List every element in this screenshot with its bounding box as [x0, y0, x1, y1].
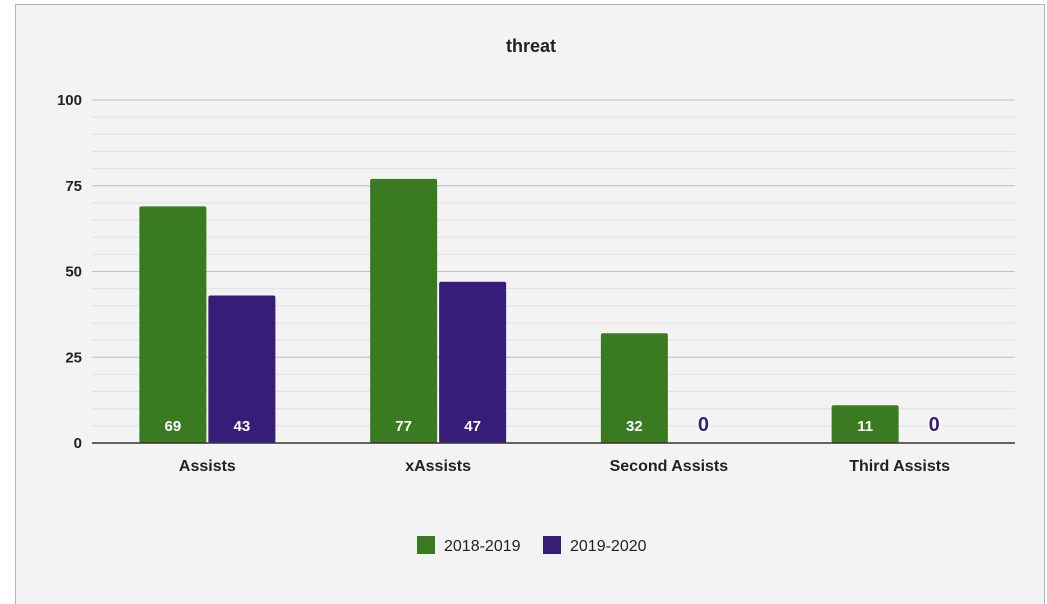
bar-data-label: 0: [698, 414, 709, 436]
bars: 69 43 77 47 32 0 11 0: [139, 178, 941, 443]
bar-data-label: 77: [395, 418, 412, 435]
legend-label: 2018-2019: [444, 538, 521, 555]
bar-data-label: 69: [165, 418, 182, 435]
bar: [208, 295, 276, 443]
x-tick-label: xAssists: [405, 458, 471, 475]
legend: 2018-2019 2019-2020: [417, 536, 647, 555]
y-axis: 0 25 50 75 100: [57, 92, 82, 452]
y-tick-label: 50: [65, 264, 82, 281]
y-tick-label: 25: [65, 349, 82, 366]
bar-data-label: 47: [464, 418, 481, 435]
x-tick-label: Assists: [179, 458, 236, 475]
x-tick-label: Second Assists: [610, 458, 729, 475]
chart-title: threat: [506, 36, 556, 56]
x-tick-label: Third Assists: [849, 458, 950, 475]
bar-data-label: 11: [857, 418, 873, 435]
y-tick-label: 100: [57, 92, 82, 109]
bar: [370, 178, 438, 443]
bar: [831, 405, 899, 443]
bar: [600, 333, 668, 443]
bar: [139, 206, 207, 443]
x-axis: Assists xAssists Second Assists Third Assis…: [92, 442, 1015, 475]
bar-data-label: 0: [929, 414, 940, 436]
bar-chart: threat 0 25 50 75 100 69 43 77 47 32 0 11 0 Assists…: [57, 36, 1015, 555]
bar-data-label: 32: [626, 418, 643, 435]
legend-label: 2019-2020: [570, 538, 647, 555]
legend-swatch: [417, 536, 435, 554]
y-tick-label: 0: [74, 435, 82, 452]
bar-data-label: 43: [234, 418, 251, 435]
bar: [439, 281, 507, 443]
y-tick-label: 75: [65, 178, 82, 195]
legend-swatch: [543, 536, 561, 554]
